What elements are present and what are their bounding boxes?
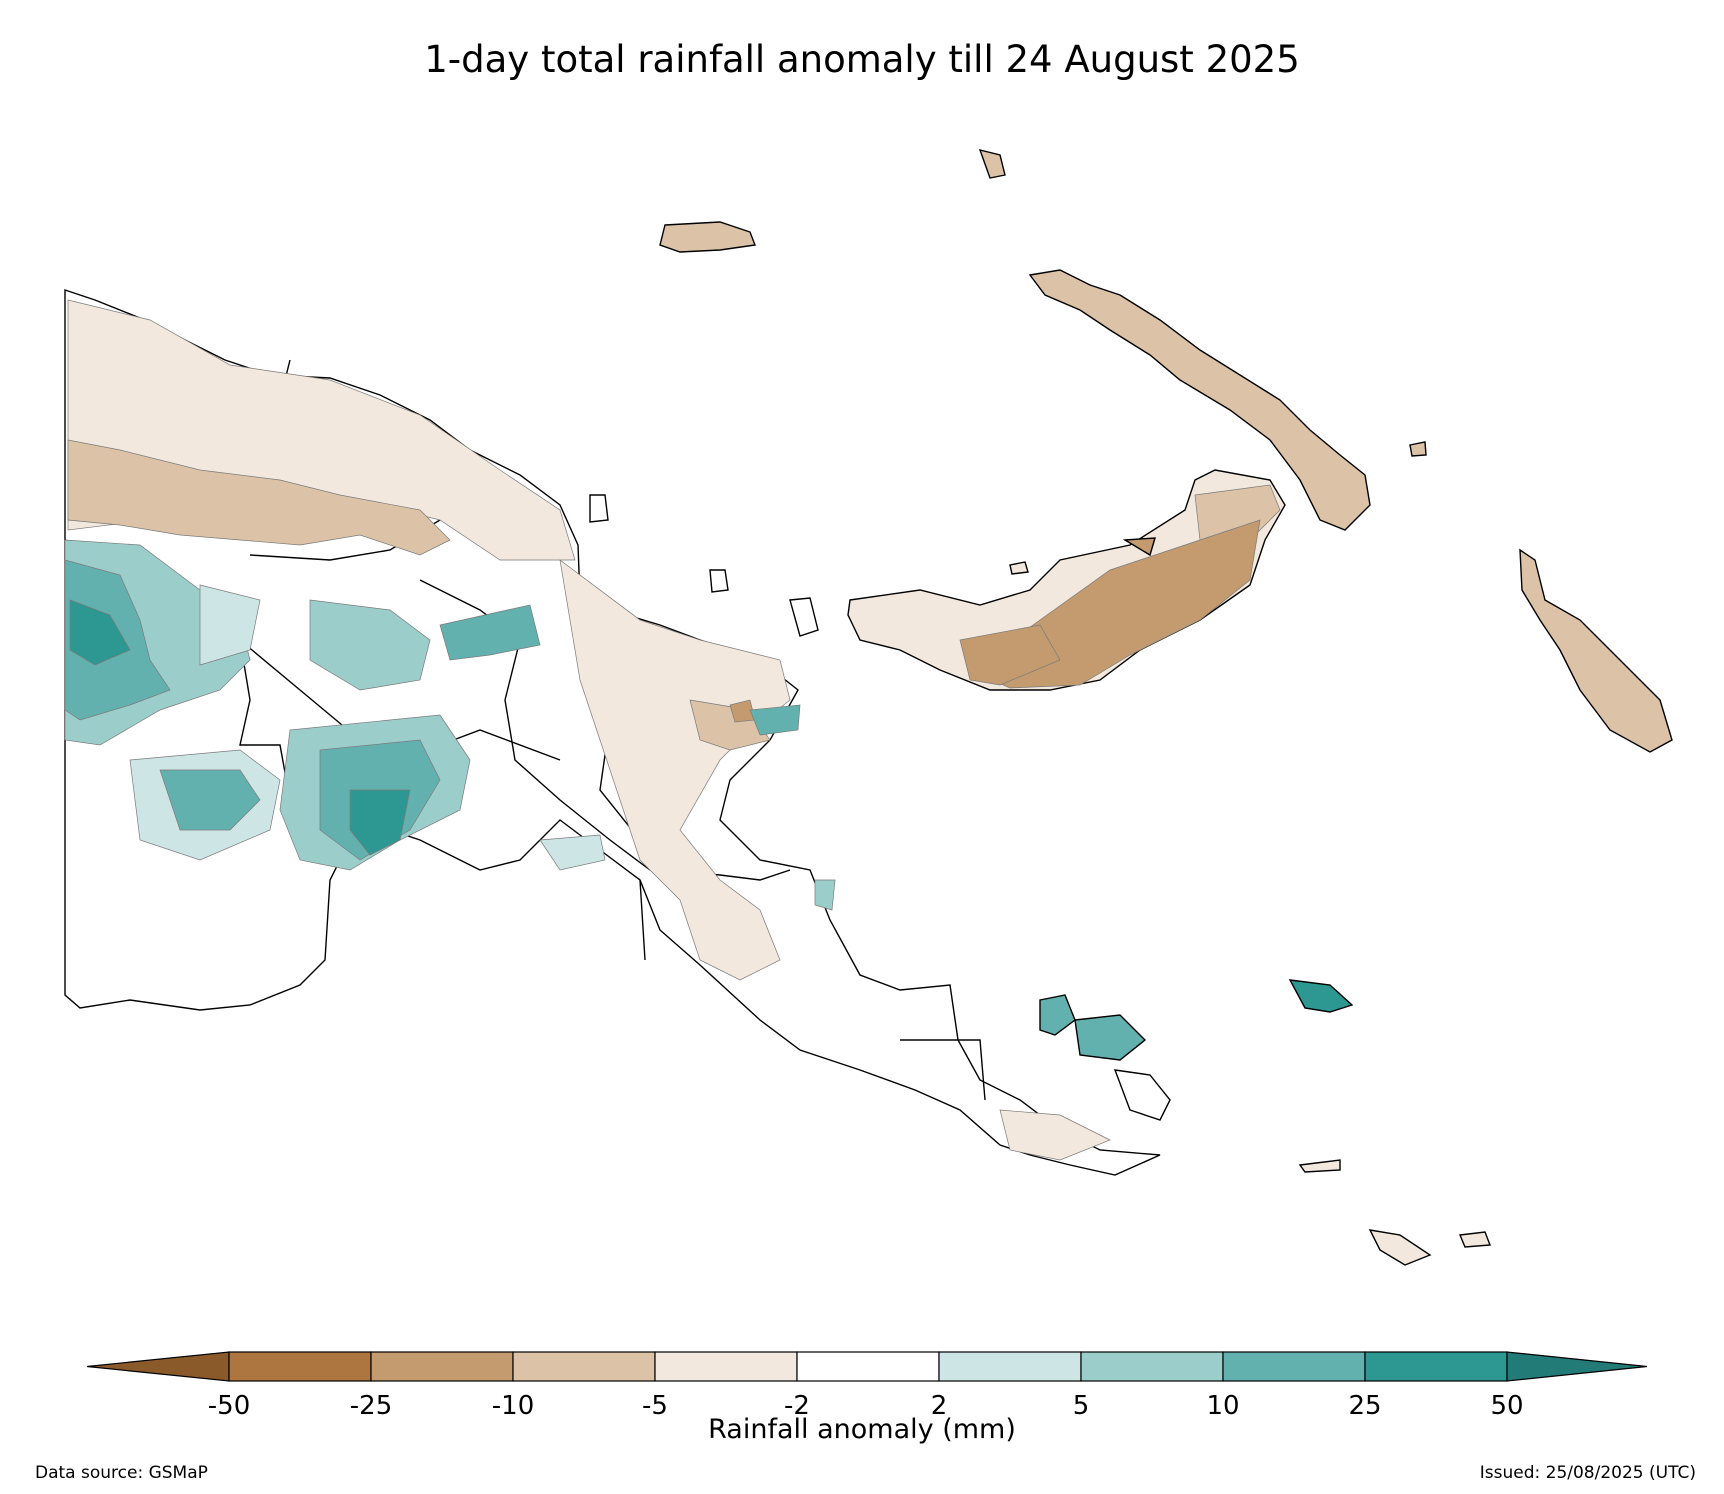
colorbar-tick-label: -10 — [492, 1391, 534, 1421]
data-source: Data source: GSMaP — [35, 1463, 208, 1483]
colorbar-tick-label: 25 — [1348, 1391, 1381, 1421]
colorbar-bin — [370, 1351, 514, 1382]
colorbar-tick-label: -5 — [642, 1391, 668, 1421]
colorbar-bin — [1364, 1351, 1508, 1382]
colorbar-tick-label: 10 — [1206, 1391, 1239, 1421]
map-title: 1-day total rainfall anomaly till 24 Aug… — [424, 38, 1300, 81]
colorbar-extend-low — [86, 1351, 230, 1382]
new-ireland — [1028, 269, 1371, 531]
issued-date: Issued: 25/08/2025 (UTC) — [1479, 1463, 1696, 1483]
colorbar-bin — [796, 1351, 940, 1382]
colorbar-tick-label: -25 — [350, 1391, 392, 1421]
bougainville — [1519, 548, 1673, 753]
colorbar-bin — [654, 1351, 798, 1382]
rainfall-map — [64, 149, 1673, 1266]
colorbar-label: Rainfall anomaly (mm) — [708, 1414, 1016, 1445]
new-britain — [847, 469, 1286, 691]
colorbar-extend-high — [1506, 1351, 1648, 1382]
colorbar-tick-label: -50 — [208, 1391, 250, 1421]
colorbar-bin — [228, 1351, 372, 1382]
colorbar-tick-label: 2 — [931, 1391, 948, 1421]
colorbar-bin — [512, 1351, 656, 1382]
colorbar-bin — [938, 1351, 1082, 1382]
colorbar-bin — [1080, 1351, 1224, 1382]
colorbar-tick-label: -2 — [784, 1391, 810, 1421]
colorbar-tick-label: 50 — [1490, 1391, 1523, 1421]
colorbar-tick-label: 5 — [1073, 1391, 1090, 1421]
colorbar-bin — [1222, 1351, 1366, 1382]
manus-island — [659, 221, 756, 253]
